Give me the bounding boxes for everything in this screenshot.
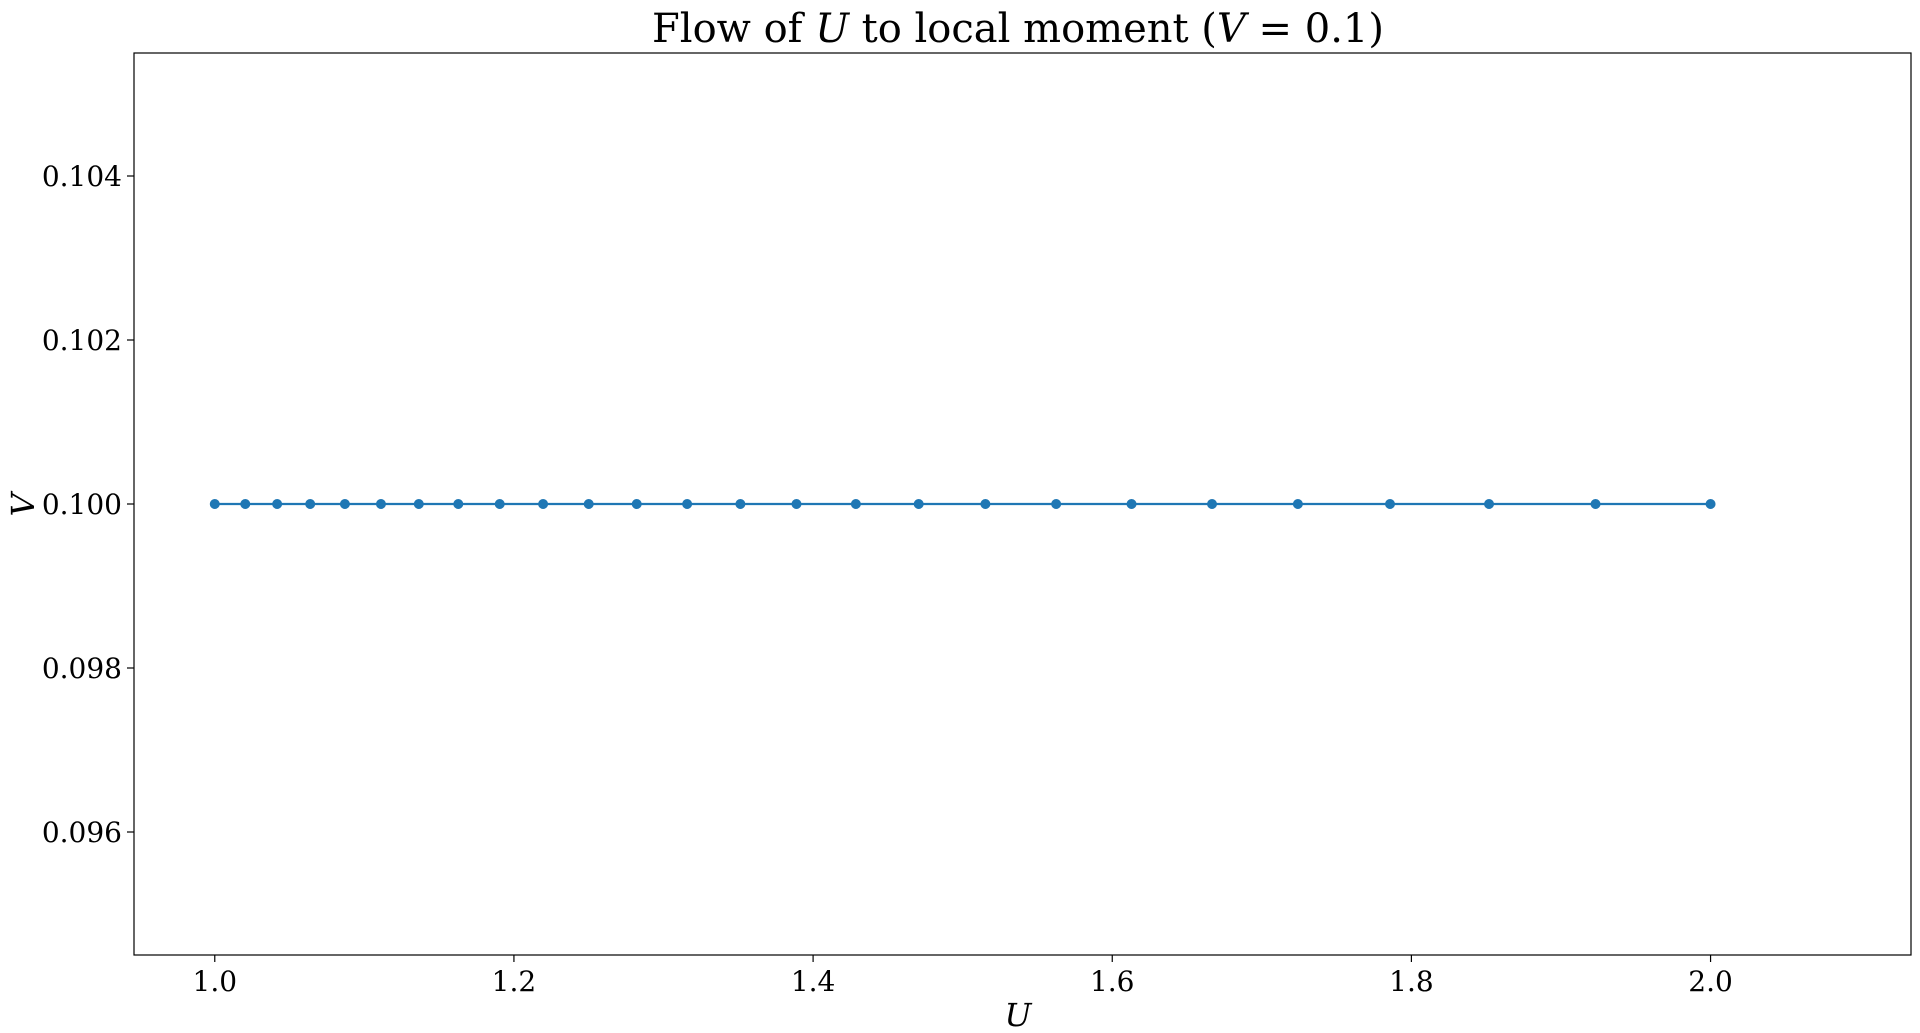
data-point [1126, 499, 1137, 509]
data-point [209, 499, 220, 509]
y-tick-label: 0.104 [42, 160, 122, 193]
data-point [791, 499, 802, 509]
y-tick-label: 0.100 [42, 488, 122, 521]
data-point [913, 499, 924, 509]
data-point [538, 499, 549, 509]
y-tick-label: 0.102 [42, 324, 122, 357]
data-point [494, 499, 505, 509]
data-point [682, 499, 693, 509]
chart-title-part-4: V [1217, 6, 1250, 52]
data-point [631, 499, 642, 509]
x-tick-label: 1.4 [791, 965, 836, 998]
data-point [413, 499, 424, 509]
chart-title-part-3: to local moment ( [849, 6, 1217, 52]
chart-title: Flow of U to local moment (V = 0.1) [652, 6, 1384, 52]
y-axis-ticks: 0.096 0.098 0.100 0.102 0.104 [42, 160, 134, 849]
chart-title-part-2: U [815, 6, 850, 52]
data-point [1385, 499, 1396, 509]
x-tick-label: 2.0 [1688, 965, 1733, 998]
data-point [850, 499, 861, 509]
data-point [453, 499, 464, 509]
data-point [1051, 499, 1062, 509]
data-point [1207, 499, 1218, 509]
chart-title-part-5: = 0.1) [1246, 6, 1384, 52]
x-tick-label: 1.0 [193, 965, 238, 998]
plot-series [209, 499, 1716, 509]
data-point [1292, 499, 1303, 509]
data-point [240, 499, 251, 509]
y-tick-label: 0.096 [42, 816, 122, 849]
y-axis-label: V [4, 491, 42, 517]
y-tick-label: 0.098 [42, 652, 122, 685]
data-point [735, 499, 746, 509]
plot-frame [133, 52, 1912, 956]
x-axis-ticks: 1.0 1.2 1.4 1.6 1.8 2.0 [193, 955, 1733, 998]
data-point [980, 499, 991, 509]
data-point [1590, 499, 1601, 509]
data-point [1484, 499, 1495, 509]
data-point [1705, 499, 1716, 509]
data-point [583, 499, 594, 509]
data-point [339, 499, 350, 509]
x-tick-label: 1.8 [1389, 965, 1434, 998]
x-tick-label: 1.2 [492, 965, 537, 998]
x-axis-label: U [1005, 996, 1033, 1033]
data-point [305, 499, 316, 509]
chart-title-part-1: Flow of [652, 6, 815, 52]
data-point [375, 499, 386, 509]
data-point [272, 499, 283, 509]
x-tick-label: 1.6 [1090, 965, 1135, 998]
